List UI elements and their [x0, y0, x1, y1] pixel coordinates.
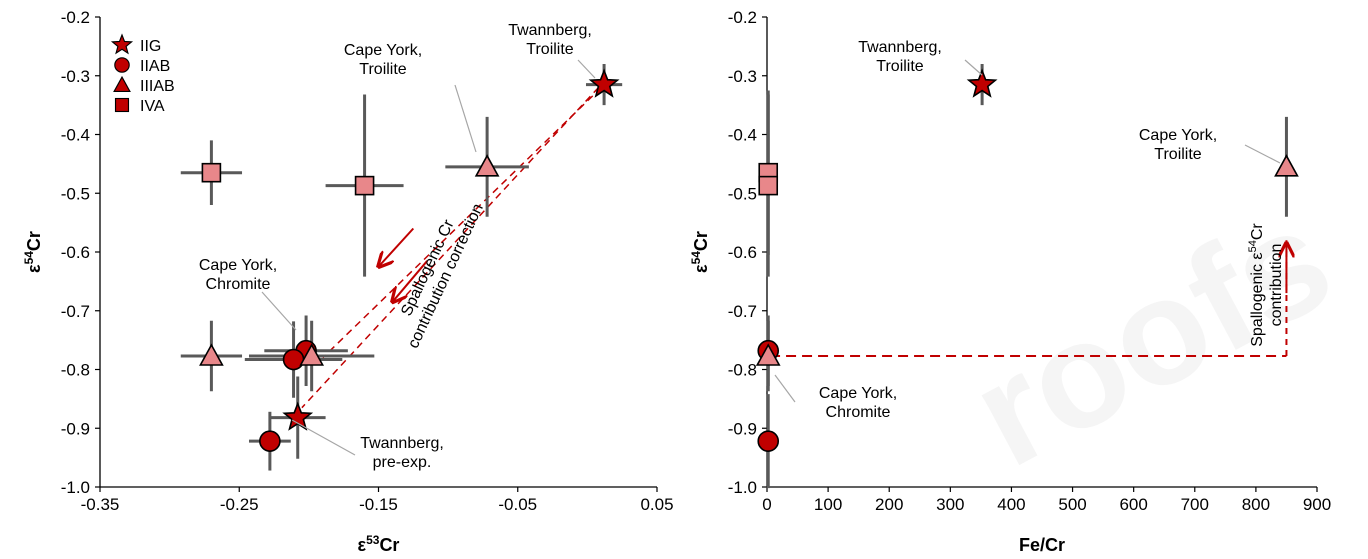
annotation-cape-york-chromite: Chromite	[826, 404, 891, 421]
annotation-cape-york-troilite: Cape York,	[1139, 127, 1217, 144]
y-tick-label: -1.0	[61, 478, 90, 497]
legend-star-icon	[110, 33, 134, 55]
y-tick-label: -0.5	[61, 184, 90, 203]
y-tick-label: -0.5	[728, 184, 757, 203]
y-tick-label: -0.7	[61, 302, 90, 321]
x-tick-label: 400	[997, 495, 1025, 514]
y-tick-label: -0.4	[61, 126, 90, 145]
y-tick-label: -0.6	[728, 243, 757, 262]
legend-marker-wrap	[114, 97, 130, 113]
x-tick-label: 0.05	[640, 495, 673, 514]
correction-dashed-line	[301, 86, 600, 409]
iiiab-point	[755, 343, 781, 366]
y-tick-label: -0.9	[728, 419, 757, 438]
annotation-twannberg-troilite: Troilite	[526, 41, 574, 58]
annotation-cape-york-chromite: Cape York,	[819, 385, 897, 402]
correction-arrow	[392, 260, 429, 302]
legend-label: IIAB	[140, 58, 170, 75]
x-tick-label: 600	[1119, 495, 1147, 514]
annotation-twannberg-troilite: Twannberg,	[508, 22, 592, 39]
right-panel: -1.0 -0.9 -0.8 -0.7 -0.6 -0.5 -0.4 -0.3 -0.2 0 100…	[689, 8, 1331, 555]
annotation-leader-line	[291, 419, 356, 456]
iiiab-point	[474, 154, 500, 177]
legend-circle-icon	[114, 57, 130, 73]
legend-marker-wrap	[114, 57, 130, 73]
legend-label: IIG	[140, 38, 161, 55]
annotation-cape-york-chromite: Chromite	[206, 276, 271, 293]
x-tick-label: 100	[814, 495, 842, 514]
legend-triangle-icon	[113, 75, 131, 93]
legend-label: IIIAB	[140, 78, 175, 95]
y-tick-label: -0.3	[728, 67, 757, 86]
y-axis-label: ε54Cr	[22, 231, 44, 273]
y-tick-label: -1.0	[728, 478, 757, 497]
iig-point	[966, 68, 998, 98]
y-tick-label: -0.4	[728, 126, 757, 145]
annotation-leader-line	[1244, 144, 1281, 164]
annotation-leader-line	[261, 291, 297, 331]
x-tick-label: -0.15	[359, 495, 398, 514]
annotation-cape-york-chromite: Cape York,	[199, 257, 277, 274]
annotation-cape-york-troilite: Troilite	[359, 61, 407, 78]
y-tick-label: -0.3	[61, 67, 90, 86]
iiiab-point	[299, 343, 325, 366]
x-tick-label: 500	[1058, 495, 1086, 514]
y-tick-label: -0.8	[728, 361, 757, 380]
y-tick-label: -0.9	[61, 419, 90, 438]
annotation-twannberg-troilite: Twannberg,	[858, 39, 942, 56]
x-tick-label: 700	[1181, 495, 1209, 514]
x-tick-label: 300	[936, 495, 964, 514]
legend-square-icon	[114, 97, 130, 113]
annotation-leader-line	[454, 84, 477, 153]
x-tick-label: 800	[1242, 495, 1270, 514]
x-tick-label: 0	[762, 495, 771, 514]
iig-point	[588, 68, 620, 98]
y-tick-label: -0.2	[61, 8, 90, 27]
annotation-cape-york-troilite: Cape York,	[344, 42, 422, 59]
annotation-twannberg-pre-exp: pre-exp.	[373, 454, 432, 471]
annotation-leader-line	[774, 374, 796, 403]
y-tick-label: -0.2	[728, 8, 757, 27]
iva-point	[201, 162, 222, 183]
y-tick-label: -0.7	[728, 302, 757, 321]
correction-dashed-line	[322, 86, 602, 359]
iva-point	[354, 175, 375, 196]
iiab-point	[757, 430, 780, 452]
annotation-twannberg-pre-exp: Twannberg,	[360, 435, 444, 452]
left-panel: -1.0 -0.9 -0.8 -0.7 -0.6 -0.5 -0.4 -0.3 -0.2 -0.3…	[22, 8, 674, 555]
x-tick-label: -0.25	[220, 495, 259, 514]
annotation-cape-york-troilite: Troilite	[1154, 146, 1202, 163]
annotation-leader-line	[577, 59, 596, 79]
y-tick-label: -0.6	[61, 243, 90, 262]
x-axis-label: ε53Cr	[358, 533, 400, 555]
iiiab-point	[1274, 154, 1299, 177]
annotation-leader-line	[964, 59, 983, 76]
x-tick-label: 200	[875, 495, 903, 514]
legend: IIG IIAB IIIAB IVA	[110, 33, 175, 115]
iiab-point	[259, 430, 281, 452]
y-tick-label: -0.8	[61, 361, 90, 380]
y-axis-label: ε54Cr	[689, 231, 711, 273]
legend-label: IVA	[140, 98, 165, 115]
legend-marker-wrap	[113, 75, 131, 93]
annotation-twannberg-troilite: Troilite	[876, 58, 924, 75]
x-axis-label: Fe/Cr	[1019, 535, 1065, 555]
annotation-spallogenic-contribution: Spallogenic ε54Cr	[1247, 223, 1266, 347]
x-tick-label: -0.05	[498, 495, 537, 514]
x-tick-label: -0.35	[81, 495, 120, 514]
correction-arrow	[379, 227, 415, 267]
legend-marker-wrap	[110, 33, 134, 55]
x-tick-label: 900	[1303, 495, 1331, 514]
annotation-spallogenic-contribution: contribution	[1268, 244, 1285, 327]
iva-point	[758, 175, 779, 196]
iiab-point	[282, 348, 305, 371]
iiiab-point	[199, 343, 224, 366]
watermark: roofs	[946, 174, 1356, 498]
